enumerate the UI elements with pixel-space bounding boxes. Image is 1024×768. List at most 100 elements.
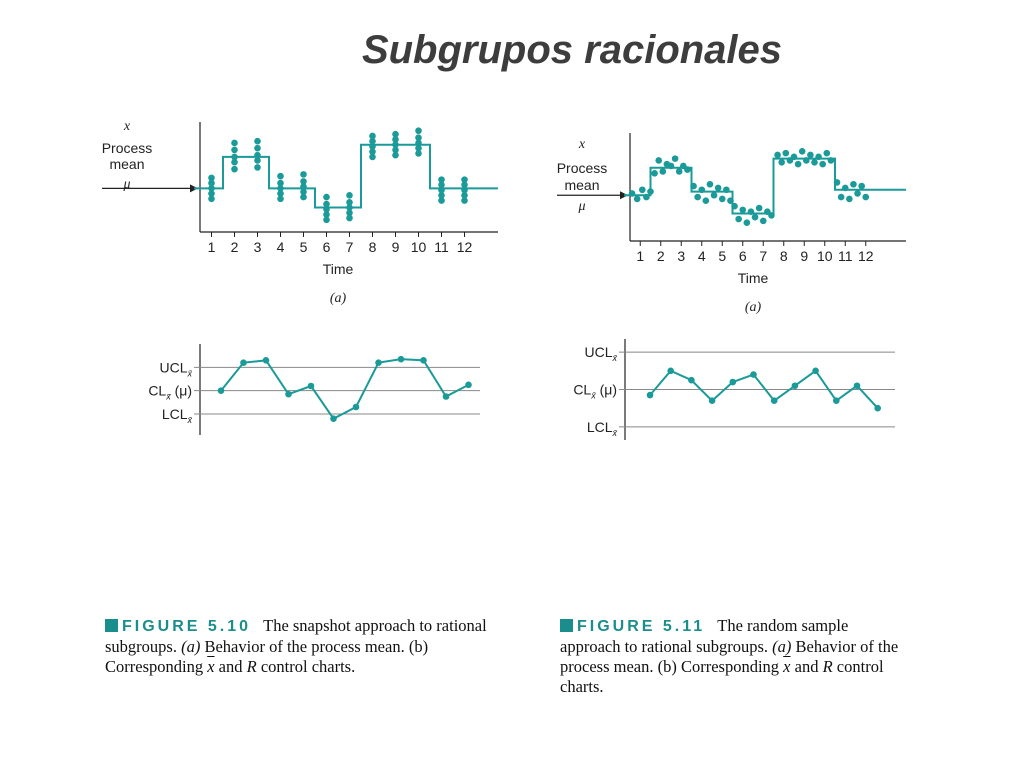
data-point <box>330 415 337 422</box>
data-point <box>323 200 330 208</box>
data-point <box>240 359 247 366</box>
data-point <box>461 176 468 183</box>
x-tick-label: 11 <box>838 248 853 264</box>
caption-square-marker <box>560 619 573 632</box>
data-point <box>208 190 215 197</box>
data-point <box>392 141 399 148</box>
data-point <box>465 381 472 389</box>
caption-figure-5-11: FIGURE 5.11 The random sample approach t… <box>560 616 905 697</box>
data-point <box>812 367 819 375</box>
data-point <box>369 143 376 150</box>
data-point <box>874 404 881 412</box>
y-axis-label-line: mean <box>564 177 599 193</box>
data-point <box>675 168 683 175</box>
data-point <box>415 139 422 147</box>
caption-text: Behavior of the process mean. <box>560 637 899 676</box>
data-point <box>346 214 353 222</box>
data-point <box>231 139 238 147</box>
process-mean-step-line <box>194 143 498 209</box>
data-point <box>723 186 730 194</box>
data-point <box>277 195 284 203</box>
figure-5-10b-control-chart: UCLx̄ CLx̄ (μ) LCLx̄ <box>148 344 480 435</box>
data-point <box>262 357 270 364</box>
data-point <box>684 166 691 173</box>
data-point <box>633 195 641 203</box>
caption-square-marker <box>105 619 118 632</box>
data-point <box>277 179 284 187</box>
data-point <box>415 134 422 142</box>
x-axis-title: Time <box>323 261 354 277</box>
data-point <box>369 137 376 145</box>
x-tick-label: 7 <box>346 239 354 255</box>
data-point <box>217 387 225 394</box>
data-point <box>323 193 330 201</box>
figure-5-11b-control-chart: UCLx̄ CLx̄ (μ) LCLx̄ <box>573 339 895 440</box>
data-point <box>415 150 422 157</box>
data-point <box>307 382 315 390</box>
x-tick-label: 5 <box>718 248 726 264</box>
series-line <box>649 369 879 409</box>
data-point <box>782 149 790 157</box>
data-point <box>346 192 353 199</box>
data-point <box>277 185 284 192</box>
data-point <box>369 132 376 140</box>
data-point <box>438 186 445 194</box>
x-tick-label: 3 <box>254 239 262 255</box>
data-point <box>323 206 330 213</box>
data-point <box>346 204 353 211</box>
data-point <box>807 151 814 159</box>
data-point <box>671 155 679 162</box>
caption-text: control charts. <box>256 657 356 676</box>
data-point <box>285 390 292 398</box>
data-point <box>208 185 215 192</box>
lcl-label: LCLx̄ <box>587 419 618 438</box>
x-tick-label: 9 <box>392 239 400 255</box>
data-point <box>819 160 826 168</box>
data-point <box>369 148 376 155</box>
data-point <box>755 204 763 212</box>
data-point <box>300 193 307 201</box>
x-tick-label: 2 <box>231 239 239 255</box>
data-point <box>415 144 422 152</box>
x-tick-label: 1 <box>208 239 216 255</box>
panel-label: (a) <box>330 291 347 306</box>
data-point <box>438 197 445 204</box>
y-axis-label-line: μ <box>577 199 585 214</box>
data-point <box>708 397 716 405</box>
data-point <box>743 219 751 226</box>
data-point <box>643 193 650 201</box>
x-tick-label: 3 <box>677 248 685 264</box>
x-tick-label: 10 <box>817 248 833 264</box>
data-point <box>392 136 399 143</box>
series-line <box>220 358 469 420</box>
data-point <box>208 174 215 182</box>
data-point <box>420 357 427 364</box>
data-point <box>461 181 468 189</box>
data-point <box>791 382 799 390</box>
caption-part-a: (a) <box>181 637 201 656</box>
data-point <box>352 403 360 411</box>
data-point <box>646 391 654 399</box>
data-point <box>774 151 781 159</box>
data-point <box>442 393 450 400</box>
data-point <box>254 151 261 159</box>
x-tick-label: 4 <box>277 239 285 255</box>
data-point <box>690 182 697 190</box>
data-point <box>751 213 759 221</box>
data-point <box>438 176 445 183</box>
data-point <box>461 192 468 199</box>
data-point <box>231 158 238 166</box>
y-axis-label-line: x <box>578 137 586 152</box>
caption-text: The random sample approach to rational s… <box>560 616 849 656</box>
data-point <box>438 192 445 199</box>
data-point <box>277 172 284 180</box>
data-point <box>254 157 261 164</box>
y-axis-label-line: Process <box>102 140 153 156</box>
data-point <box>862 193 870 201</box>
data-point <box>827 157 835 164</box>
lcl-label: LCLx̄ <box>162 406 193 425</box>
caption-xbar: x <box>207 657 215 676</box>
data-point <box>833 397 840 405</box>
data-point <box>706 180 714 188</box>
